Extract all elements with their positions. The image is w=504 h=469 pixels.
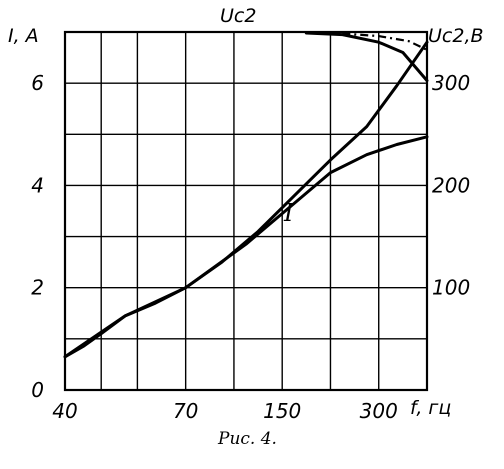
- x-tick: 70: [173, 399, 198, 423]
- top-label: Uc2: [220, 5, 256, 27]
- series-line-uc2: [63, 135, 429, 359]
- y-right-tick: 300: [432, 71, 470, 95]
- y-left-tick: 2: [31, 276, 44, 300]
- x-tick: 300: [360, 399, 398, 423]
- curve-label-i: I: [283, 199, 294, 227]
- y-right-tick: 100: [432, 276, 470, 300]
- plot-frame: [63, 30, 429, 392]
- y-left-tick: 4: [31, 173, 44, 197]
- labels: I, A Uc2 Uc2,B f, гц I Рис. 4.: [8, 5, 484, 449]
- y-right-tick: 200: [432, 173, 470, 197]
- y-left-tick: 6: [31, 71, 44, 95]
- caption: Рис. 4.: [217, 429, 277, 449]
- x-tick: 150: [263, 399, 301, 423]
- y-right-label: Uc2,B: [428, 25, 484, 47]
- series-line-upper-3: [304, 31, 429, 83]
- curves: [63, 31, 429, 359]
- series-line-upper-2: [306, 31, 428, 51]
- y-left-label: I, A: [8, 25, 39, 47]
- x-label: f, гц: [410, 397, 451, 419]
- y-left-tick: 0: [31, 378, 44, 402]
- grid: [65, 32, 427, 390]
- ticks: 0 2 4 6 100 200 300 40 70 150 300: [31, 71, 470, 423]
- series-line-i: [63, 40, 429, 359]
- x-tick: 40: [52, 399, 77, 423]
